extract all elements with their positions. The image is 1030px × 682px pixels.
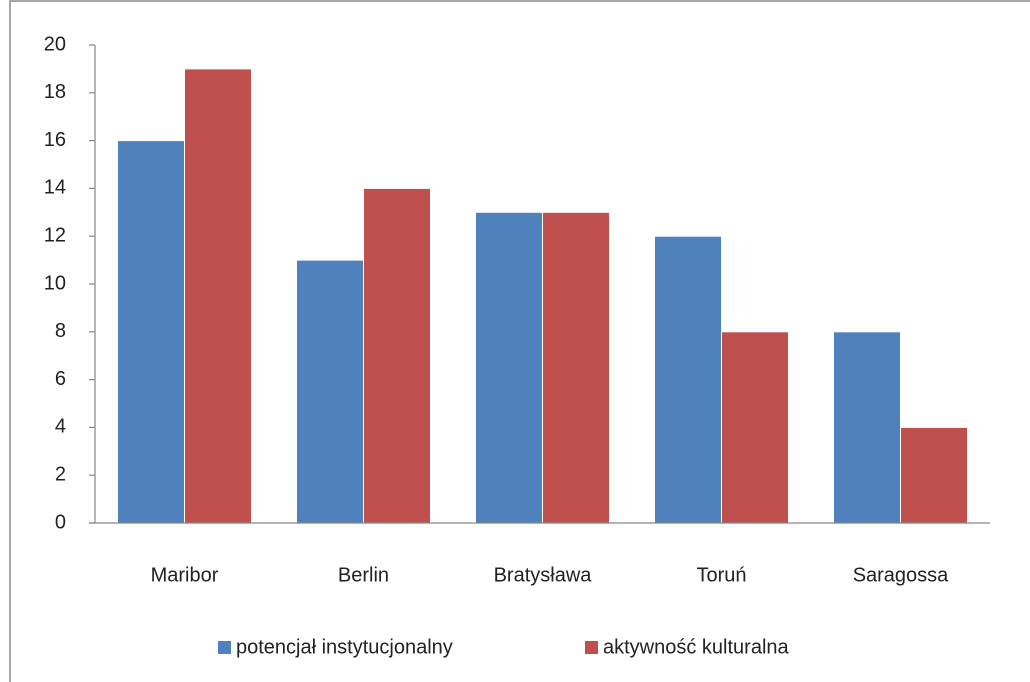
y-tick-label: 10 [44, 272, 66, 294]
y-tick-label: 16 [44, 129, 66, 151]
x-tick-label: Maribor [151, 564, 219, 586]
y-tick-label: 6 [55, 368, 66, 390]
legend-label: potencjał instytucjonalny [236, 636, 453, 658]
legend-label: aktywność kulturalna [603, 636, 790, 658]
bar [117, 140, 185, 524]
bar [363, 187, 431, 524]
y-tick-label: 4 [55, 416, 66, 438]
bar [654, 235, 722, 524]
bar [184, 68, 252, 524]
y-tick-label: 20 [44, 33, 66, 55]
x-tick-label: Toruń [696, 564, 746, 586]
y-tick-label: 8 [55, 320, 66, 342]
y-tick-label: 12 [44, 224, 66, 246]
bar [721, 331, 789, 524]
y-tick-label: 0 [55, 511, 66, 533]
bar [542, 211, 610, 524]
y-tick-label: 18 [44, 81, 66, 103]
bar [475, 211, 543, 524]
legend-swatch [218, 641, 231, 654]
x-tick-label: Berlin [338, 564, 389, 586]
y-tick-label: 14 [44, 177, 66, 199]
bar [833, 331, 901, 524]
bar [296, 259, 364, 524]
x-tick-label: Bratysława [494, 564, 593, 586]
x-tick-label: Saragossa [853, 564, 949, 586]
y-tick-label: 2 [55, 463, 66, 485]
bar [900, 426, 968, 524]
legend-swatch [585, 641, 598, 654]
